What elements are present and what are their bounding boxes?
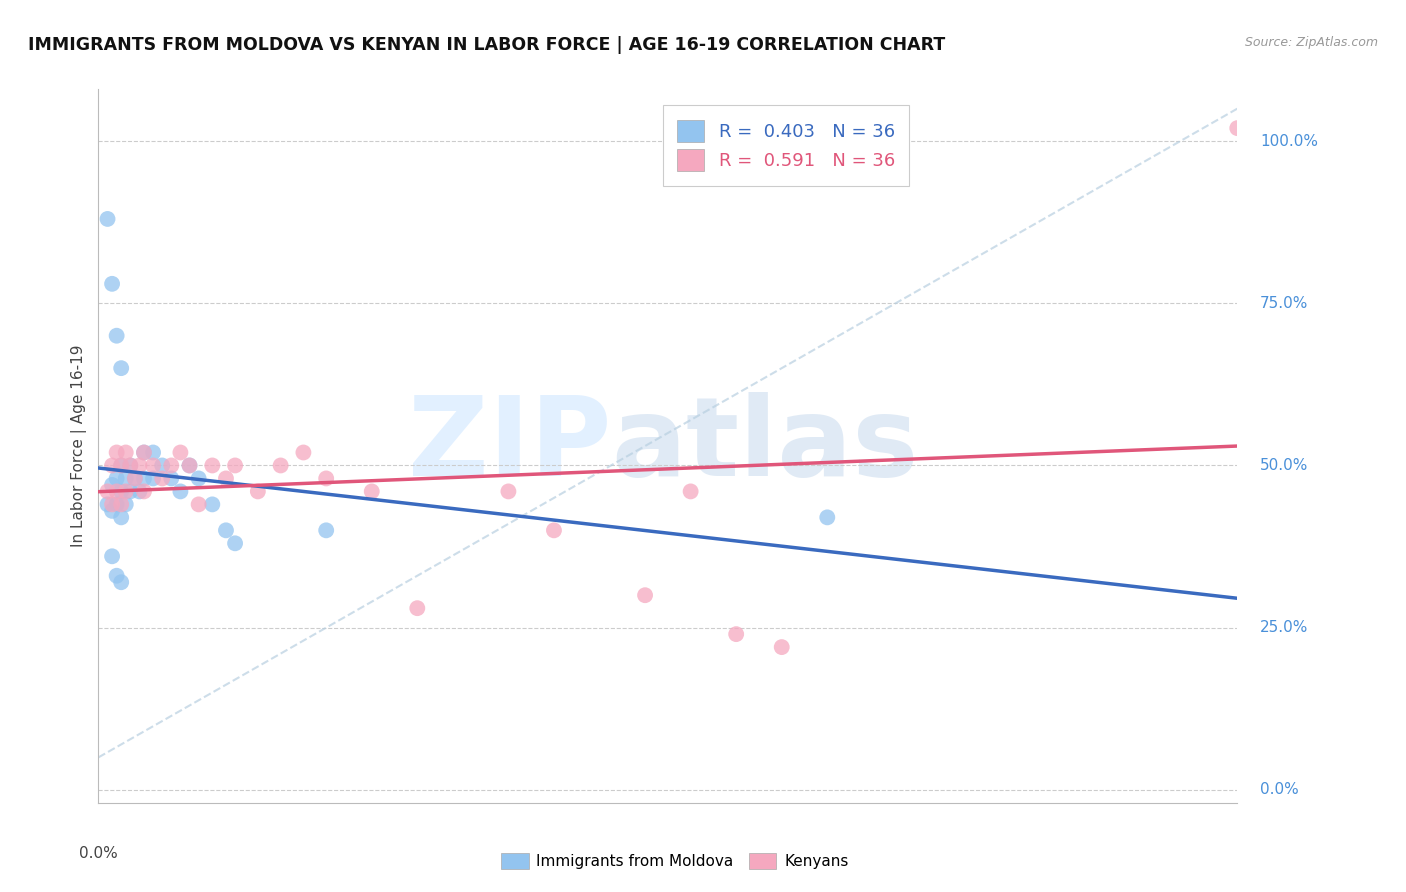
Point [105, 497, 128, 511]
Point [160, 471, 183, 485]
Point [110, 361, 132, 376]
Point [110, 575, 132, 590]
Point [815, 510, 838, 524]
Text: IMMIGRANTS FROM MOLDOVA VS KENYAN IN LABOR FORCE | AGE 16-19 CORRELATION CHART: IMMIGRANTS FROM MOLDOVA VS KENYAN IN LAB… [28, 36, 945, 54]
Point [101, 549, 124, 564]
Point [770, 640, 793, 654]
Point [224, 536, 246, 550]
Point [132, 471, 155, 485]
Text: ZIP: ZIP [408, 392, 612, 500]
Text: 0.0%: 0.0% [79, 846, 118, 861]
Point [160, 458, 183, 473]
Point [315, 471, 337, 485]
Text: 50.0%: 50.0% [1260, 458, 1309, 473]
Point [110, 510, 132, 524]
Point [725, 627, 748, 641]
Point [132, 445, 155, 459]
Point [543, 524, 565, 538]
Point [114, 497, 136, 511]
Point [679, 484, 702, 499]
Text: 25.0%: 25.0% [1260, 620, 1309, 635]
Point [132, 484, 155, 499]
Point [246, 484, 269, 499]
Point [101, 277, 124, 291]
Point [114, 445, 136, 459]
Point [150, 471, 173, 485]
Point [142, 471, 165, 485]
Point [105, 568, 128, 582]
Point [360, 484, 382, 499]
Point [101, 478, 124, 492]
Point [101, 458, 124, 473]
Point [142, 445, 165, 459]
Point [315, 524, 337, 538]
Y-axis label: In Labor Force | Age 16-19: In Labor Force | Age 16-19 [72, 344, 87, 548]
Point [201, 497, 224, 511]
Point [96, 211, 118, 226]
Point [120, 458, 142, 473]
Text: 0.0%: 0.0% [1260, 782, 1299, 797]
Point [124, 471, 146, 485]
Point [179, 458, 201, 473]
Point [101, 497, 124, 511]
Point [187, 471, 209, 485]
Point [498, 484, 520, 499]
Point [110, 484, 132, 499]
Point [114, 484, 136, 499]
Point [150, 458, 173, 473]
Text: 75.0%: 75.0% [1260, 296, 1309, 310]
Point [96, 497, 118, 511]
Point [110, 458, 132, 473]
Point [224, 458, 246, 473]
Point [114, 471, 136, 485]
Legend: R =  0.403   N = 36, R =  0.591   N = 36: R = 0.403 N = 36, R = 0.591 N = 36 [662, 105, 910, 186]
Point [169, 484, 191, 499]
Point [142, 458, 165, 473]
Point [120, 484, 142, 499]
Point [179, 458, 201, 473]
Point [110, 458, 132, 473]
Point [101, 504, 124, 518]
Point [1226, 121, 1249, 136]
Point [128, 458, 150, 473]
Point [120, 458, 142, 473]
Point [110, 497, 132, 511]
Point [292, 445, 315, 459]
Point [215, 471, 238, 485]
Point [187, 497, 209, 511]
Legend: Immigrants from Moldova, Kenyans: Immigrants from Moldova, Kenyans [495, 847, 855, 875]
Point [169, 445, 191, 459]
Point [270, 458, 292, 473]
Point [105, 445, 128, 459]
Point [96, 484, 118, 499]
Text: Source: ZipAtlas.com: Source: ZipAtlas.com [1244, 36, 1378, 49]
Point [215, 524, 238, 538]
Point [128, 484, 150, 499]
Point [406, 601, 429, 615]
Text: atlas: atlas [612, 392, 918, 500]
Text: 100.0%: 100.0% [1260, 134, 1317, 149]
Point [201, 458, 224, 473]
Point [105, 328, 128, 343]
Point [124, 471, 146, 485]
Point [105, 484, 128, 499]
Point [634, 588, 657, 602]
Point [105, 471, 128, 485]
Point [132, 445, 155, 459]
